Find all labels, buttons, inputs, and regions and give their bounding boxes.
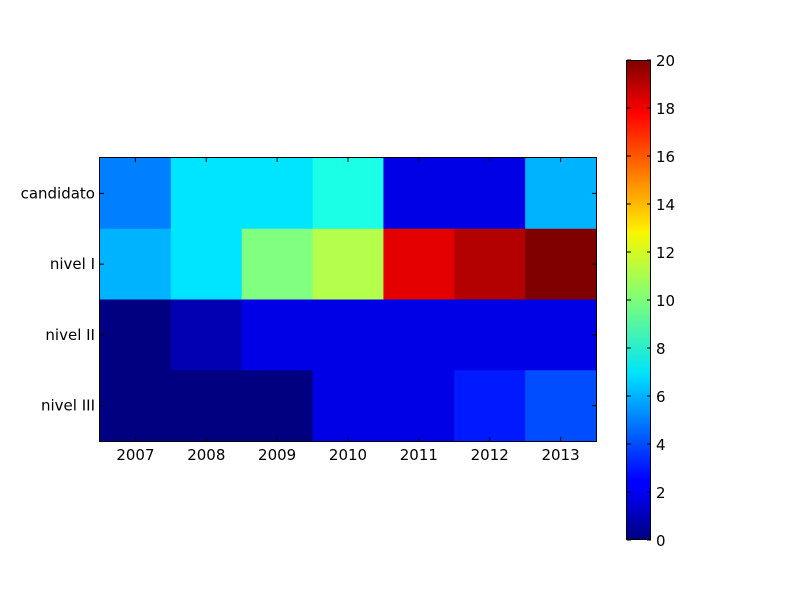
heatmap-cell xyxy=(454,370,526,442)
heatmap-cell xyxy=(170,299,243,371)
y-tick-label: nivel I xyxy=(50,255,95,273)
y-tick-label: candidato xyxy=(21,184,95,202)
heatmap-cell xyxy=(241,370,314,442)
x-tick-label: 2007 xyxy=(116,446,154,464)
heatmap-cell xyxy=(100,158,172,230)
colorbar-tick-label: 14 xyxy=(656,196,675,214)
colorbar-tick-label: 20 xyxy=(656,52,675,70)
colorbar-tick-label: 10 xyxy=(656,292,675,310)
heatmap-cell xyxy=(100,370,172,442)
heatmap-cells xyxy=(100,158,597,442)
y-tick-label: nivel II xyxy=(45,326,95,344)
heatmap-cell xyxy=(383,228,455,300)
x-tick-label: 2010 xyxy=(329,446,367,464)
heatmap-cell xyxy=(170,370,243,442)
heatmap-cell xyxy=(454,228,526,300)
x-tick-label: 2011 xyxy=(400,446,438,464)
heatmap-cell xyxy=(170,228,243,300)
colorbar-tick-label: 8 xyxy=(656,340,666,358)
heatmap-cell xyxy=(525,299,597,371)
heatmap-cell xyxy=(241,299,314,371)
heatmap-cell xyxy=(525,370,597,442)
heatmap-cell xyxy=(100,228,172,300)
heatmap-cell xyxy=(170,158,243,230)
colorbar-ticks: 0 2 4 6 8 10 12 14 16 18 20 xyxy=(627,52,675,550)
colorbar-tick-label: 4 xyxy=(656,436,666,454)
colorbar-tick-label: 2 xyxy=(656,484,666,502)
colorbar-tick-label: 0 xyxy=(656,532,666,550)
heatmap-cell xyxy=(241,228,314,300)
heatmap-cell xyxy=(454,299,526,371)
heatmap-cell xyxy=(383,299,455,371)
colorbar-tick-label: 18 xyxy=(656,100,675,118)
heatmap-cell xyxy=(100,299,172,371)
heatmap-cell xyxy=(312,228,384,300)
heatmap-cell xyxy=(454,158,526,230)
x-tick-label: 2008 xyxy=(187,446,225,464)
plot-frame xyxy=(99,157,597,442)
colorbar-tick-label: 6 xyxy=(656,388,666,406)
heatmap-cell xyxy=(525,228,597,300)
colorbar-tick-label: 12 xyxy=(656,244,675,262)
heatmap-cell xyxy=(241,158,314,230)
x-tick-label: 2009 xyxy=(258,446,296,464)
heatmap-cell xyxy=(525,158,597,230)
heatmap-cell xyxy=(312,158,384,230)
axes: 2007 2008 2009 2010 2011 2012 2013 candidato niv… xyxy=(21,158,596,464)
heatmap-cell xyxy=(383,370,455,442)
x-tick-label: 2012 xyxy=(471,446,509,464)
x-tick-label: 2013 xyxy=(541,446,579,464)
heatmap-cell xyxy=(312,370,384,442)
heatmap-cell xyxy=(383,158,455,230)
y-tick-label: nivel III xyxy=(41,397,95,415)
heatmap-cell xyxy=(312,299,384,371)
colorbar-tick-label: 16 xyxy=(656,148,675,166)
